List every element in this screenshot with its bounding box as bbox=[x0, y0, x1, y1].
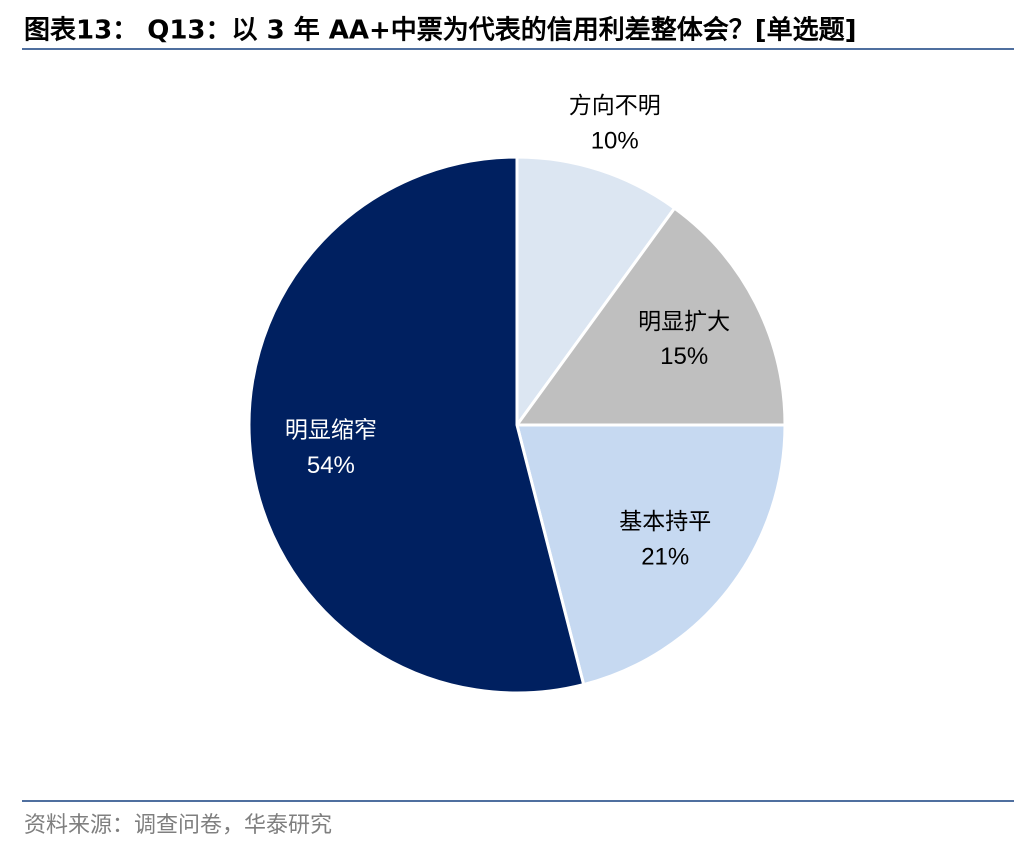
slice-name: 明显扩大 bbox=[638, 309, 730, 335]
pie bbox=[247, 155, 787, 695]
slice-value-label: 15% bbox=[660, 343, 708, 370]
pie-slice bbox=[515, 423, 787, 687]
chart-title: 图表13： Q13：以 3 年 AA+中票为代表的信用利差整体会？[单选题] bbox=[24, 15, 857, 46]
slice-value-label: 10% bbox=[591, 128, 639, 155]
slice-value-label: 54% bbox=[307, 452, 355, 479]
pie-slice bbox=[514, 206, 787, 427]
slice-name: 方向不明 bbox=[569, 93, 661, 119]
source-note: 资料来源：调查问卷，华泰研究 bbox=[24, 813, 332, 838]
slice-value-label: 21% bbox=[641, 543, 689, 570]
pie-slice bbox=[515, 155, 677, 430]
slice-name: 基本持平 bbox=[619, 509, 711, 535]
slice-name: 明显缩窄 bbox=[285, 418, 377, 444]
pie-slice bbox=[247, 155, 586, 695]
